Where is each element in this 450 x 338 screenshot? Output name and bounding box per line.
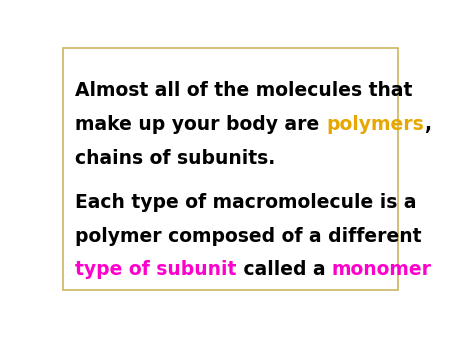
Text: polymer composed of a different: polymer composed of a different xyxy=(76,227,422,246)
Text: called a: called a xyxy=(237,261,332,280)
Text: type of subunit: type of subunit xyxy=(76,261,237,280)
Text: Each type of macromolecule is a: Each type of macromolecule is a xyxy=(76,193,417,212)
Text: chains of subunits.: chains of subunits. xyxy=(76,149,276,168)
Text: monomer: monomer xyxy=(332,261,432,280)
Text: polymers: polymers xyxy=(326,115,424,134)
Text: Almost all of the molecules that: Almost all of the molecules that xyxy=(76,81,413,100)
Text: ,: , xyxy=(424,115,431,134)
Text: make up your body are: make up your body are xyxy=(76,115,326,134)
